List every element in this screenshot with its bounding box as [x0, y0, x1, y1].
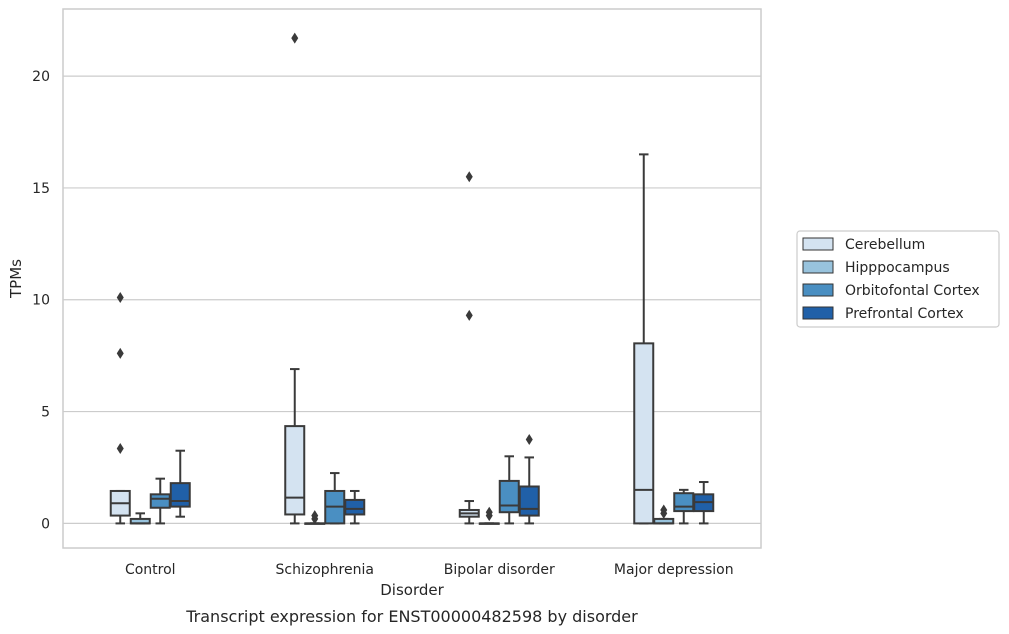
series-cerebellum: [109, 32, 655, 525]
box-schizophrenia: [284, 32, 306, 525]
y-axis-label: TPMs: [7, 259, 25, 299]
legend-item-hipppocampus: Hipppocampus: [802, 260, 950, 276]
box-body: [633, 342, 655, 525]
y-axis-ticks: 0 5 10 15 20: [32, 69, 50, 532]
y-tick-label-10: 10: [32, 293, 50, 309]
y-tick-label-5: 5: [41, 405, 50, 421]
box-control: [169, 449, 191, 518]
legend-item-orbitofontal-cortex: Orbitofontal Cortex: [802, 283, 980, 299]
outlier-point: [525, 434, 533, 446]
outlier-point: [116, 347, 124, 359]
x-tick-label-control: Control: [125, 562, 176, 578]
x-tick-label-major-depression: Major depression: [614, 562, 734, 578]
box-schizophrenia: [324, 472, 346, 525]
legend-item-prefrontal-cortex: Prefrontal Cortex: [802, 306, 964, 322]
box-body: [344, 498, 366, 516]
box-body: [149, 493, 171, 509]
box-body: [673, 492, 695, 513]
outlier-point: [291, 32, 299, 44]
x-tick-label-schizophrenia: Schizophrenia: [276, 562, 374, 578]
outlier-point: [465, 309, 473, 321]
legend-swatch: [802, 237, 834, 251]
legend-label: Prefrontal Cortex: [845, 306, 964, 322]
box-bipolar-disorder: [478, 506, 500, 525]
y-tick-label-15: 15: [32, 181, 50, 197]
y-tick-label-20: 20: [32, 69, 50, 85]
box-major-depression: [693, 481, 715, 525]
box-major-depression: [673, 488, 695, 525]
plot-area-frame: [62, 8, 762, 549]
outlier-point: [485, 506, 493, 518]
x-axis-label: Disorder: [380, 581, 444, 599]
x-axis-ticks: Control Schizophrenia Bipolar disorder Majo…: [125, 562, 734, 578]
legend-frame: [796, 230, 1000, 328]
legend-swatch: [802, 260, 834, 274]
legend-swatch: [802, 306, 834, 320]
outlier-point: [465, 171, 473, 183]
box-major-depression: [653, 504, 675, 525]
chart-caption: Transcript expression for ENST0000048259…: [185, 607, 638, 626]
series-orbitofontal-cortex: [149, 455, 695, 525]
legend-label: Cerebellum: [845, 237, 925, 253]
box-control: [129, 512, 151, 525]
box-body: [518, 485, 540, 517]
legend-label: Hipppocampus: [845, 260, 950, 276]
box-control: [109, 292, 131, 525]
box-bipolar-disorder: [458, 171, 480, 525]
box-body: [284, 425, 306, 516]
y-tick-label-0: 0: [41, 516, 50, 532]
box-bipolar-disorder: [498, 455, 520, 525]
box-control: [149, 477, 171, 525]
series-hipppocampus: [129, 504, 675, 525]
box-schizophrenia: [344, 489, 366, 525]
box-bipolar-disorder: [518, 434, 540, 525]
box-series-layer: [109, 32, 715, 525]
legend-swatch: [802, 283, 834, 297]
outlier-point: [311, 510, 319, 522]
legend: Cerebellum Hipppocampus Orbitofontal Corte…: [796, 230, 1000, 328]
outlier-point: [116, 292, 124, 304]
outlier-point: [116, 442, 124, 454]
x-tick-label-bipolar-disorder: Bipolar disorder: [444, 562, 555, 578]
box-schizophrenia: [304, 510, 326, 525]
gridlines: [63, 75, 761, 524]
box-body: [498, 479, 520, 514]
outlier-point: [660, 504, 668, 516]
legend-item-cerebellum: Cerebellum: [802, 237, 925, 253]
series-prefrontal-cortex: [169, 434, 715, 525]
legend-label: Orbitofontal Cortex: [845, 283, 980, 299]
box-body: [169, 482, 191, 508]
box-major-depression: [633, 153, 655, 525]
